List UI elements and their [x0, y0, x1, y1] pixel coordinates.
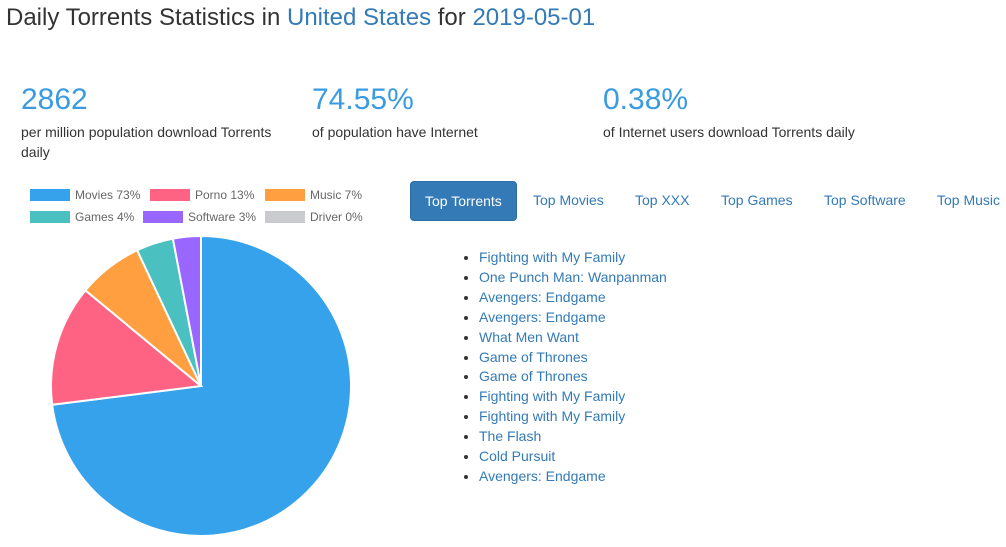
torrent-link[interactable]: One Punch Man: Wanpanman	[479, 268, 667, 285]
tab-top-games[interactable]: Top Games	[721, 192, 793, 208]
country-link[interactable]: United States	[286, 4, 432, 31]
list-item: What Men Want	[479, 328, 667, 348]
torrent-link[interactable]: Fighting with My Family	[479, 249, 626, 265]
list-item: Game of Thrones	[479, 348, 667, 368]
torrent-link[interactable]: Cold Pursuit	[479, 448, 556, 465]
pie-slice-porno[interactable]	[50, 288, 204, 406]
list-item: Avengers: Endgame	[479, 308, 667, 328]
legend-item-software[interactable]: Software 3%	[143, 210, 256, 224]
legend-item-porno[interactable]: Porno 13%	[150, 188, 254, 202]
title-mid: for	[437, 4, 466, 31]
legend-swatch	[30, 211, 70, 223]
legend-item-driver[interactable]: Driver 0%	[265, 210, 363, 224]
stat-value: 74.55%	[312, 83, 414, 116]
legend-item-games[interactable]: Games 4%	[30, 210, 134, 224]
title-prefix: Daily Torrents Statistics in	[6, 4, 281, 31]
legend-label: Porno 13%	[195, 188, 255, 202]
stat-label: of population have Internet	[312, 124, 478, 140]
torrent-link[interactable]: Game of Thrones	[479, 348, 588, 365]
legend-swatch	[150, 189, 190, 201]
legend-label: Games 4%	[75, 210, 135, 224]
stat-internet: 74.55% of population have Internet	[312, 82, 582, 142]
torrent-link[interactable]: Fighting with My Family	[479, 408, 626, 425]
stat-value: 2862	[21, 83, 88, 116]
legend-label: Movies 73%	[75, 188, 141, 202]
pie-slice-software[interactable]	[171, 234, 202, 387]
torrent-link[interactable]: Game of Thrones	[479, 368, 588, 385]
stat-torrent-users: 0.38% of Internet users download Torrent…	[603, 82, 903, 142]
list-item: Game of Thrones	[479, 367, 667, 387]
torrent-link[interactable]: Avengers: Endgame	[479, 467, 606, 484]
list-item: The Flash	[479, 427, 667, 447]
legend-swatch	[30, 189, 70, 201]
legend-label: Driver 0%	[310, 210, 363, 224]
legend-item-music[interactable]: Music 7%	[265, 188, 362, 202]
legend-label: Music 7%	[310, 188, 363, 202]
page-title: Daily Torrents Statistics in United Stat…	[6, 4, 595, 32]
legend-item-movies[interactable]: Movies 73%	[30, 188, 140, 202]
stat-label: of Internet users download Torrents dail…	[603, 124, 855, 140]
tab-top-movies[interactable]: Top Movies	[533, 192, 604, 208]
list-item: One Punch Man: Wanpanman	[479, 268, 667, 288]
torrent-link[interactable]: Fighting with My Family	[479, 388, 626, 405]
torrent-link[interactable]: The Flash	[479, 428, 542, 445]
stat-downloads: 2862 per million population download Tor…	[21, 82, 291, 162]
list-item: Avengers: Endgame	[479, 467, 667, 487]
legend-label: Software 3%	[188, 210, 257, 224]
stat-value: 0.38%	[603, 83, 689, 116]
legend-swatch	[265, 189, 305, 201]
torrent-link[interactable]: Avengers: Endgame	[479, 308, 606, 325]
torrent-link[interactable]: Avengers: Endgame	[479, 288, 606, 305]
tab-top-xxx[interactable]: Top XXX	[635, 192, 690, 208]
tab-top-music[interactable]: Top Music	[937, 192, 1001, 208]
date-link[interactable]: 2019-05-01	[472, 4, 596, 31]
list-item: Fighting with My Family	[479, 407, 667, 427]
pie-chart	[50, 234, 352, 537]
tab-top-torrents[interactable]: Top Torrents	[410, 181, 517, 221]
torrent-list: Fighting with My Family One Punch Man: Wa…	[462, 248, 667, 487]
legend-swatch	[265, 211, 305, 223]
list-item: Cold Pursuit	[479, 447, 667, 467]
legend-swatch	[143, 211, 183, 223]
list-item: Fighting with My Family	[479, 248, 667, 268]
list-item: Fighting with My Family	[479, 387, 667, 407]
torrent-link[interactable]: What Men Want	[479, 328, 579, 345]
tab-top-software[interactable]: Top Software	[824, 192, 906, 208]
list-item: Avengers: Endgame	[479, 288, 667, 308]
stat-label: per million population download Torrents…	[21, 124, 272, 160]
